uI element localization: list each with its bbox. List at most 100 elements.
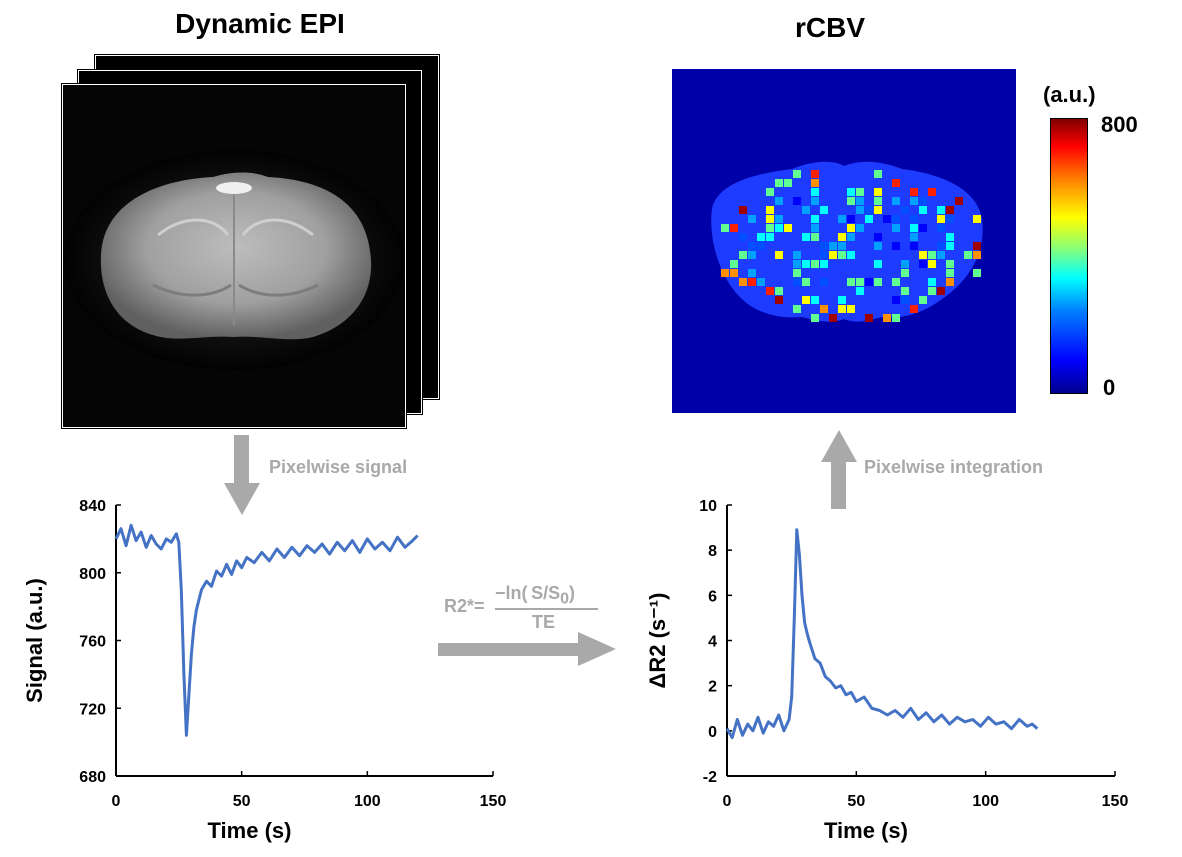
map-pixel (937, 215, 945, 223)
map-pixel (892, 215, 900, 223)
map-pixel (946, 269, 954, 277)
map-pixel (793, 269, 801, 277)
map-pixel (892, 296, 900, 304)
formula-fraction-bar (495, 608, 598, 610)
map-pixel (802, 260, 810, 268)
x-tick-label: 50 (847, 793, 865, 810)
signal-chart: 680 720 760 800 840 0 50 100 150 Time (s) Signal (… (22, 498, 507, 843)
map-pixel (739, 233, 747, 241)
map-pixel (964, 251, 972, 259)
x-tick-label: 150 (480, 793, 507, 810)
map-pixel (847, 197, 855, 205)
data-line-deltaR2 (725, 528, 1039, 740)
map-pixel (856, 287, 864, 295)
map-pixel (775, 251, 783, 259)
pixelwise-integration-label: Pixelwise integration (864, 457, 1044, 477)
map-pixel (856, 278, 864, 286)
map-pixel (766, 287, 774, 295)
colorbar-min-label: 0 (1103, 375, 1116, 400)
map-pixel (874, 278, 882, 286)
x-tick-label: 100 (972, 793, 999, 810)
map-pixel (838, 233, 846, 241)
colorbar-max-label: 800 (1101, 112, 1138, 137)
map-pixel (910, 305, 918, 313)
colorbar (1050, 118, 1088, 394)
map-pixel (883, 215, 891, 223)
map-pixel (793, 278, 801, 286)
map-pixel (757, 242, 765, 250)
map-pixel (739, 251, 747, 259)
map-pixel (874, 188, 882, 196)
map-pixel (874, 260, 882, 268)
map-pixel (883, 314, 891, 322)
map-pixel (937, 242, 945, 250)
map-pixel (865, 314, 873, 322)
map-pixel (928, 251, 936, 259)
map-pixel (775, 215, 783, 223)
map-pixel (775, 197, 783, 205)
formula-numerator-close: ) (569, 583, 576, 603)
map-pixel (766, 206, 774, 214)
map-pixel (838, 251, 846, 259)
map-pixel (910, 215, 918, 223)
y-tick-label: 10 (699, 498, 717, 515)
formula-lhs: R2*= (444, 596, 485, 616)
map-pixel (892, 278, 900, 286)
map-pixel (919, 224, 927, 232)
map-pixel (820, 260, 828, 268)
epi-frame-front (62, 84, 406, 428)
map-pixel (892, 224, 900, 232)
map-pixel (784, 224, 792, 232)
map-pixel (946, 278, 954, 286)
map-pixel (739, 206, 747, 214)
map-pixel (838, 305, 846, 313)
map-pixel (856, 206, 864, 214)
map-pixel (919, 260, 927, 268)
map-pixel (910, 224, 918, 232)
y-axis-title: Signal (a.u.) (22, 578, 47, 703)
map-pixel (820, 206, 828, 214)
map-pixel (910, 197, 918, 205)
map-pixel (766, 233, 774, 241)
map-pixel (793, 260, 801, 268)
map-pixel (847, 251, 855, 259)
map-pixel (847, 215, 855, 223)
map-pixel (829, 314, 837, 322)
map-pixel (856, 224, 864, 232)
map-pixel (847, 233, 855, 241)
map-pixel (775, 296, 783, 304)
map-pixel (901, 296, 909, 304)
formula-denominator: TE (532, 612, 556, 632)
map-pixel (946, 233, 954, 241)
x-tick-label: 50 (233, 793, 251, 810)
map-pixel (901, 287, 909, 295)
map-pixel (766, 224, 774, 232)
map-pixel (928, 278, 936, 286)
y-tick-label: 840 (79, 498, 106, 515)
map-pixel (874, 206, 882, 214)
map-pixel (865, 278, 873, 286)
y-tick-label: 720 (79, 701, 106, 718)
map-pixel (865, 206, 873, 214)
map-pixel (946, 206, 954, 214)
rcbv-title: rCBV (794, 12, 865, 43)
rcbv-map (672, 69, 1016, 413)
map-pixel (856, 197, 864, 205)
x-axis-title: Time (s) (208, 818, 292, 843)
map-pixel (838, 215, 846, 223)
map-pixel (919, 251, 927, 259)
map-pixel (847, 224, 855, 232)
arrow-right-icon (438, 632, 616, 666)
map-pixel (811, 224, 819, 232)
map-pixel (721, 269, 729, 277)
map-pixel (775, 224, 783, 232)
y-tick-label: 0 (708, 724, 717, 741)
map-pixel (973, 251, 981, 259)
map-pixel (766, 215, 774, 223)
map-pixel (793, 197, 801, 205)
map-pixel (901, 269, 909, 277)
map-pixel (802, 206, 810, 214)
map-pixel (811, 188, 819, 196)
map-pixel (928, 260, 936, 268)
map-pixel (820, 305, 828, 313)
